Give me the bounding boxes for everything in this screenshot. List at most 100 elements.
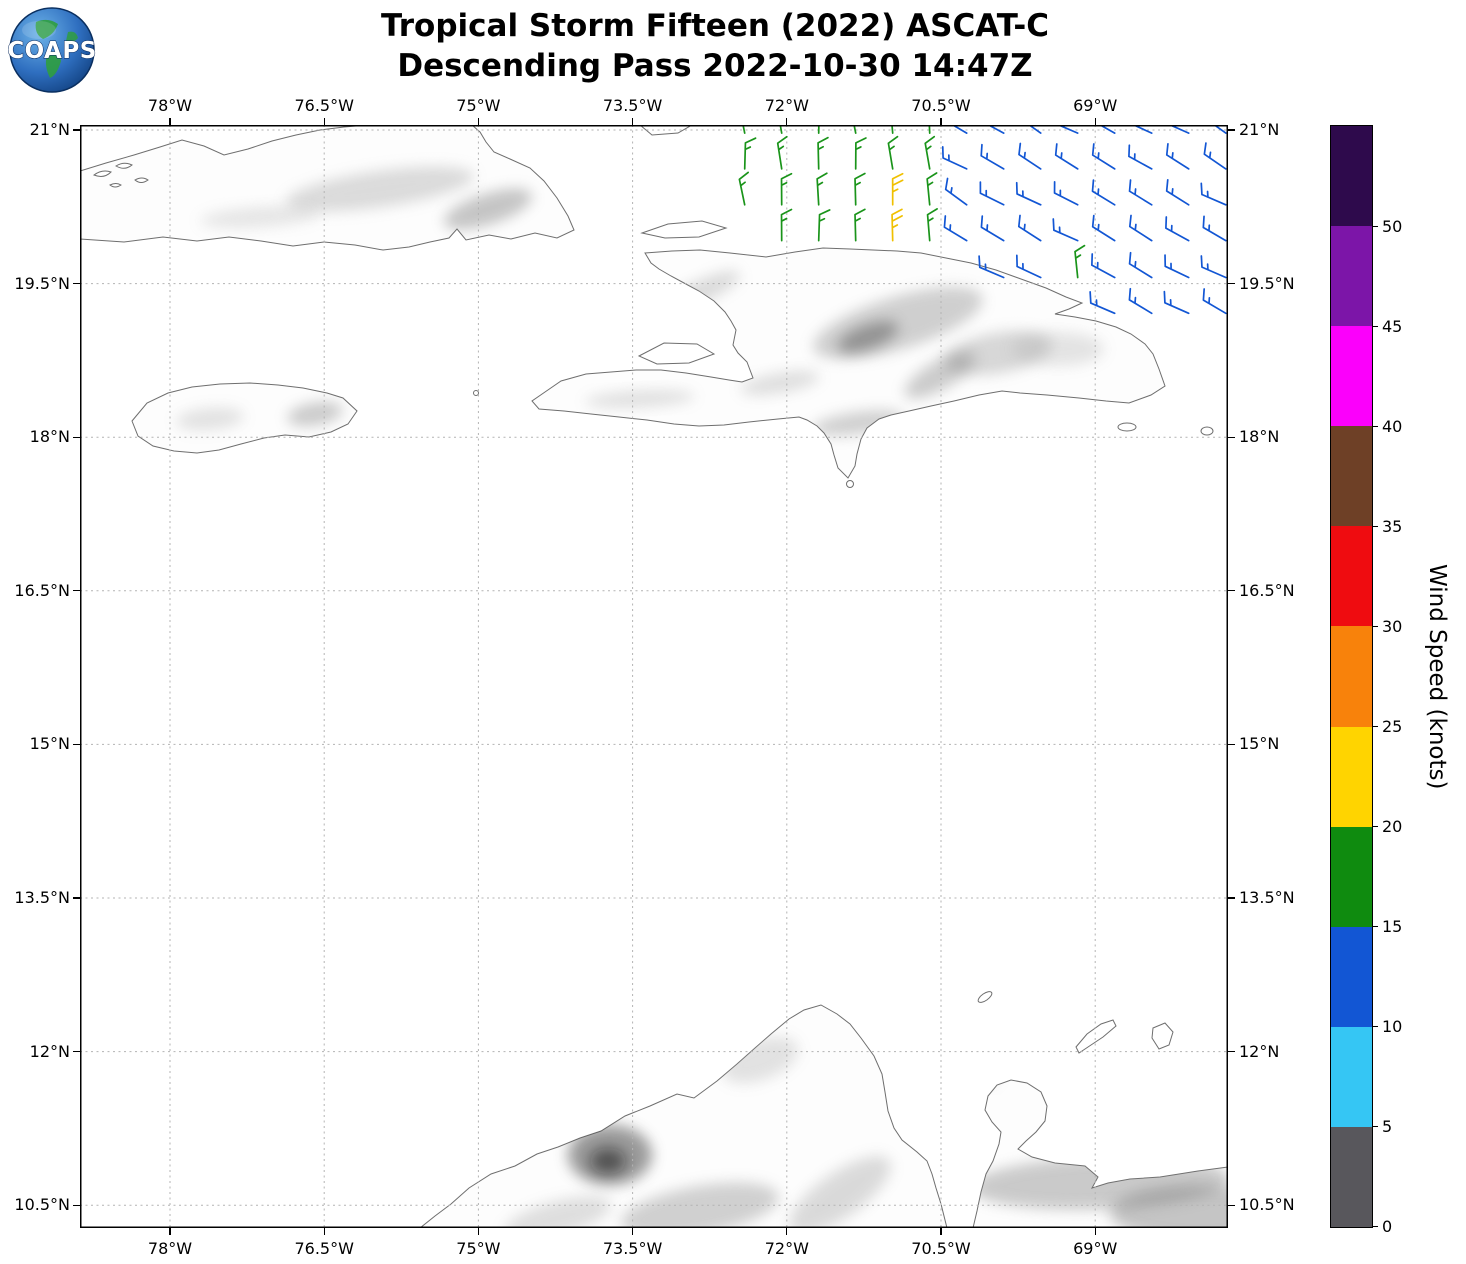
lat-label-right: 18°N bbox=[1239, 427, 1280, 447]
colorbar-tick bbox=[1373, 1025, 1378, 1028]
tick-lon-bottom bbox=[632, 1228, 634, 1235]
wind-barb bbox=[1091, 143, 1116, 170]
wind-barb bbox=[1053, 180, 1079, 206]
colorbar-segment-40-45 bbox=[1331, 326, 1372, 427]
wind-barb bbox=[1165, 216, 1190, 242]
wind-barb bbox=[849, 125, 861, 134]
wind-barb bbox=[1074, 244, 1086, 279]
wind-barb bbox=[1126, 125, 1153, 134]
globe-icon bbox=[9, 7, 95, 93]
landmass-beata bbox=[846, 480, 854, 488]
tick-lat-right bbox=[1228, 129, 1235, 131]
wind-barb bbox=[817, 136, 829, 170]
map-border bbox=[80, 125, 1228, 1228]
lat-label-right: 10.5°N bbox=[1239, 1195, 1295, 1215]
wind-barb bbox=[891, 172, 904, 206]
tick-lat-right bbox=[1228, 897, 1235, 899]
coaps-logo-text: COAPS bbox=[8, 38, 96, 64]
lon-label-top: 72°W bbox=[764, 96, 809, 115]
lat-label-right: 12°N bbox=[1239, 1041, 1280, 1061]
tick-lon-top bbox=[169, 118, 171, 125]
wind-barb bbox=[927, 125, 940, 134]
tick-lon-bottom bbox=[1094, 1228, 1096, 1235]
globe-continent bbox=[66, 31, 78, 42]
landmass-curacao bbox=[1075, 1019, 1117, 1054]
wind-barb bbox=[1052, 125, 1079, 134]
lon-label-top: 78°W bbox=[147, 96, 193, 115]
lon-label-top: 70.5°W bbox=[911, 96, 971, 115]
wind-barb bbox=[926, 208, 938, 242]
wind-barb bbox=[1018, 142, 1042, 170]
tick-lon-top bbox=[477, 118, 479, 125]
colorbar-tick bbox=[1373, 725, 1378, 728]
landmass-bonaire bbox=[1151, 1022, 1174, 1050]
lat-label-left: 13.5°N bbox=[14, 888, 70, 907]
wind-barb bbox=[854, 172, 866, 206]
landmass-gonave bbox=[638, 342, 715, 365]
tick-lat-left bbox=[73, 743, 80, 745]
landmass-mona bbox=[1200, 426, 1214, 436]
colorbar-tick bbox=[1373, 225, 1378, 228]
colorbar-segment-10-15 bbox=[1331, 926, 1372, 1027]
lon-label-top: 73.5°W bbox=[602, 96, 663, 115]
tick-lat-right bbox=[1228, 590, 1235, 592]
colorbar-segment-25-30 bbox=[1331, 626, 1372, 727]
coaps-logo: COAPS bbox=[8, 7, 96, 93]
lat-label-right: 19.5°N bbox=[1239, 273, 1295, 293]
wind-barb bbox=[817, 125, 831, 134]
wind-barb bbox=[1203, 142, 1227, 170]
wind-barb bbox=[1165, 142, 1190, 170]
lon-label-bottom: 75°W bbox=[456, 1239, 501, 1258]
wind-barb bbox=[780, 208, 793, 242]
tick-lon-bottom bbox=[786, 1228, 788, 1235]
globe-continent bbox=[35, 19, 58, 39]
lon-label-top: 75°W bbox=[456, 96, 501, 115]
colorbar-segment-45-50 bbox=[1331, 226, 1372, 327]
colorbar-tick-label: 15 bbox=[1382, 916, 1403, 936]
wind-barb bbox=[1200, 255, 1227, 279]
wind-barb bbox=[887, 135, 899, 170]
lat-label-right: 21°N bbox=[1239, 120, 1280, 139]
tick-lon-bottom bbox=[940, 1228, 942, 1235]
plot-title-line1: Tropical Storm Fifteen (2022) ASCAT-C bbox=[381, 8, 1049, 44]
tick-lon-top bbox=[940, 118, 942, 125]
colorbar-segment-50+ bbox=[1331, 126, 1372, 227]
colorbar bbox=[1330, 125, 1373, 1228]
wind-barb bbox=[1128, 251, 1153, 279]
lon-label-top: 69°W bbox=[1073, 96, 1118, 115]
wind-barb bbox=[1163, 290, 1190, 315]
wind-barb bbox=[978, 255, 1005, 279]
colorbar-tick-label: 50 bbox=[1382, 216, 1403, 236]
tick-lat-left bbox=[73, 590, 80, 592]
wind-barb bbox=[1091, 253, 1116, 279]
lat-label-right: 16.5°N bbox=[1239, 580, 1295, 600]
wind-barb bbox=[817, 209, 831, 242]
wind-barb bbox=[743, 137, 757, 170]
colorbar-label-wrap: Wind Speed (knots) bbox=[1415, 125, 1459, 1228]
colorbar-tick bbox=[1373, 925, 1378, 928]
lon-label-bottom: 69°W bbox=[1073, 1239, 1118, 1258]
wind-barb bbox=[1091, 214, 1116, 242]
lat-label-left: 15°N bbox=[29, 734, 70, 754]
lat-label-left: 10.5°N bbox=[14, 1195, 70, 1215]
wind-barb bbox=[854, 208, 866, 242]
wind-barb bbox=[941, 145, 968, 170]
lon-label-bottom: 72°W bbox=[764, 1239, 809, 1258]
tick-lon-top bbox=[632, 118, 634, 125]
colorbar-segment-20-25 bbox=[1331, 726, 1372, 827]
wind-barb bbox=[1165, 179, 1190, 206]
wind-barb bbox=[776, 125, 787, 134]
tick-lat-left bbox=[73, 1204, 80, 1206]
colorbar-label: Wind Speed (knots) bbox=[1424, 563, 1450, 790]
lon-label-bottom: 70.5°W bbox=[911, 1239, 971, 1258]
coastlines bbox=[80, 125, 1228, 1228]
tick-lon-bottom bbox=[477, 1228, 479, 1235]
lat-label-left: 16.5°N bbox=[14, 580, 70, 600]
wind-barb bbox=[816, 172, 828, 206]
wind-barb bbox=[943, 215, 968, 242]
colorbar-tick bbox=[1373, 425, 1378, 428]
wind-barb bbox=[980, 215, 1005, 242]
colorbar-tick bbox=[1373, 1125, 1378, 1128]
wind-barb bbox=[1128, 287, 1153, 315]
